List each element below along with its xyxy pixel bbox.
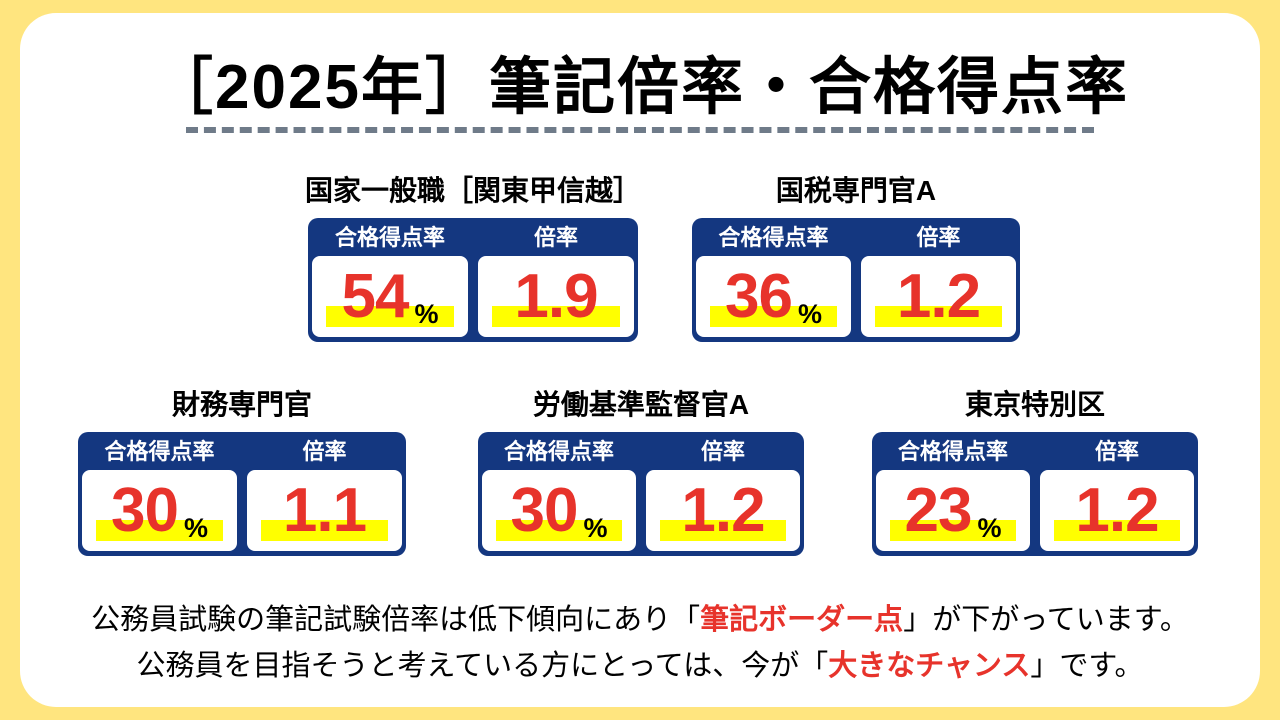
score-value-box: 23 % [876,470,1030,551]
score-label: 合格得点率 [104,439,215,464]
footer-emphasis-border-point: 筆記ボーダー点 [700,604,904,636]
score-value-box: 54 % [312,256,468,337]
highlight-bar [492,306,620,327]
score-value: 23 [904,475,973,545]
score-value: 54 [341,261,410,331]
highlight-bar [660,520,786,541]
card-title: 労働基準監督官A [532,389,750,420]
highlight-bar [1054,520,1180,541]
stat-card-roudou: 労働基準監督官A 合格得点率 30 % 倍率 1.2 [478,389,804,556]
score-value-box: 36 % [696,256,851,337]
highlight-bar [96,520,223,541]
card-title: 財務専門官 [171,389,313,420]
percent-unit: % [183,513,208,543]
score-column: 合格得点率 36 % [696,220,851,337]
ratio-column: 倍率 1.9 [478,220,634,337]
footer-line-1: 公務員試験の筆記試験倍率は低下傾向にあり「筆記ボーダー点」が下がっています。 [91,604,1189,636]
ratio-value: 1.9 [514,261,598,331]
score-value-box: 30 % [482,470,636,551]
score-column: 合格得点率 23 % [876,434,1030,551]
ratio-value: 1.1 [282,475,367,545]
score-value: 36 [725,261,793,331]
ratio-value-box: 1.2 [861,256,1016,337]
footer-message: 公務員試験の筆記試験倍率は低下傾向にあり「筆記ボーダー点」が下がっています。 公… [0,597,1280,689]
ratio-value-box: 1.1 [247,470,402,551]
ratio-value: 1.2 [681,475,765,545]
footer-emphasis-big-chance: 大きなチャンス [828,650,1031,682]
percent-unit: % [414,299,439,329]
ratio-label: 倍率 [1094,439,1139,464]
highlight-bar [261,520,388,541]
stat-card-tokyo: 東京特別区 合格得点率 23 % 倍率 1.2 [872,389,1198,556]
ratio-value-box: 1.2 [646,470,800,551]
highlight-bar [710,306,837,327]
ratio-column: 倍率 1.2 [1040,434,1194,551]
percent-unit: % [583,513,608,543]
highlight-bar [890,520,1016,541]
ratio-value-box: 1.9 [478,256,634,337]
ratio-column: 倍率 1.2 [646,434,800,551]
title-dashed-divider [186,127,1094,133]
score-column: 合格得点率 30 % [482,434,636,551]
card-title: 東京特別区 [964,389,1106,420]
page-title: ［2025年］筆記倍率・合格得点率 [151,53,1129,122]
score-column: 合格得点率 30 % [82,434,237,551]
percent-unit: % [797,299,822,329]
ratio-label: 倍率 [916,225,961,250]
ratio-value: 1.2 [896,261,981,331]
score-value: 30 [111,475,179,545]
card-title: 国家一般職［関東甲信越］ [304,175,642,206]
score-label: 合格得点率 [334,225,445,250]
highlight-bar [326,306,454,327]
score-value: 30 [510,475,579,545]
ratio-label: 倍率 [533,225,578,250]
card-title: 国税専門官A [775,175,937,206]
stat-card-kokka-ippan: 国家一般職［関東甲信越］ 合格得点率 54 % 倍率 1.9 [305,175,641,342]
highlight-bar [496,520,622,541]
ratio-column: 倍率 1.1 [247,434,402,551]
score-value-box: 30 % [82,470,237,551]
ratio-value-box: 1.2 [1040,470,1194,551]
score-label: 合格得点率 [503,439,614,464]
ratio-label: 倍率 [700,439,745,464]
score-label: 合格得点率 [897,439,1008,464]
percent-unit: % [977,513,1002,543]
highlight-bar [875,306,1002,327]
score-column: 合格得点率 54 % [312,220,468,337]
ratio-label: 倍率 [302,439,347,464]
footer-line-2: 公務員を目指そうと考えている方にとっては、今が「大きなチャンス」です。 [136,650,1144,682]
stat-card-kokuzei: 国税専門官A 合格得点率 36 % 倍率 1.2 [692,175,1020,342]
score-label: 合格得点率 [718,225,829,250]
ratio-column: 倍率 1.2 [861,220,1016,337]
ratio-value: 1.2 [1075,475,1159,545]
stat-card-zaimu: 財務専門官 合格得点率 30 % 倍率 1.1 [78,389,406,556]
